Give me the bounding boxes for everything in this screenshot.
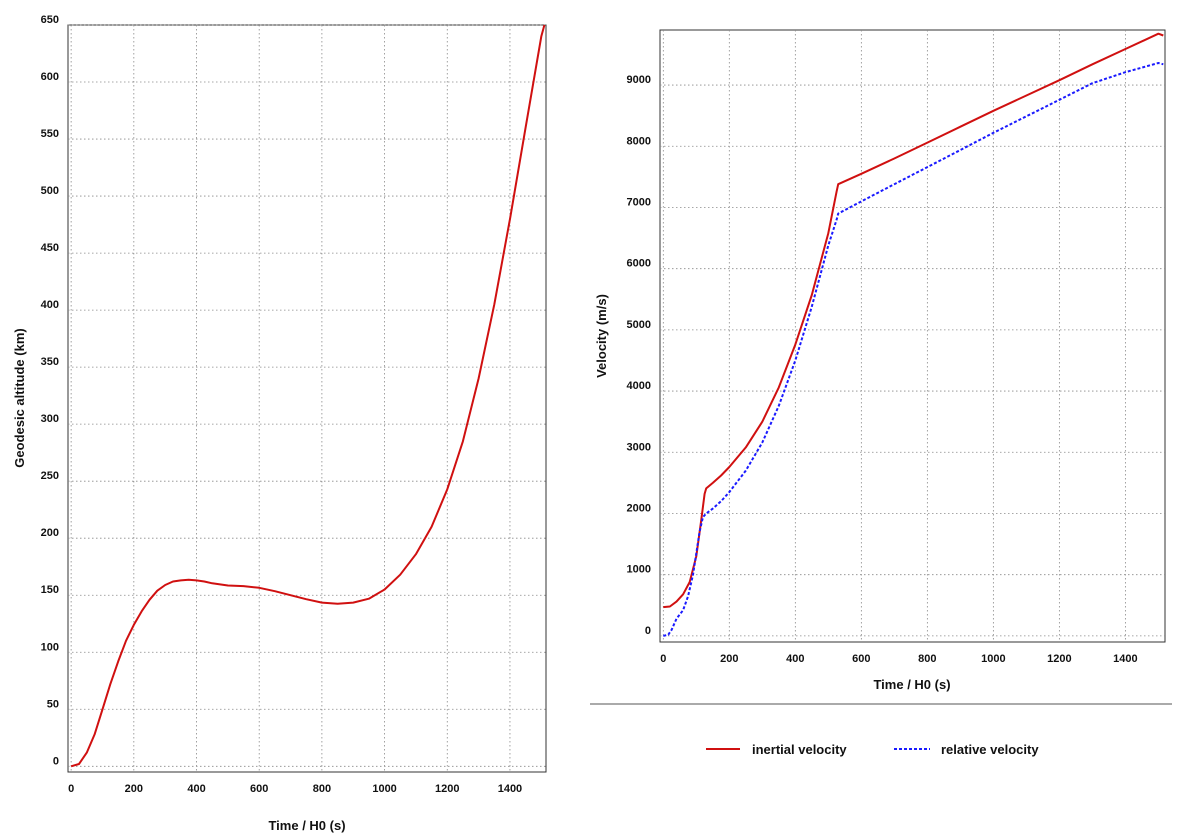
velocity-tick-labels: 0 200 400 600 800 1000 1200 1400 0 1000 2000 3000 40… <box>627 74 1138 665</box>
velocity-plot-frame <box>659 29 1166 643</box>
legend-label-relative-velocity: relative velocity <box>941 742 1039 757</box>
altitude-x-tick-400: 400 <box>187 783 205 795</box>
altitude-x-tick-1200: 1200 <box>435 783 459 795</box>
legend-item-inertial-velocity: inertial velocity <box>706 742 847 757</box>
altitude-y-tick-200: 200 <box>41 527 59 539</box>
velocity-x-tick-600: 600 <box>852 653 870 665</box>
altitude-x-tick-200: 200 <box>125 783 143 795</box>
velocity-x-tick-0: 0 <box>660 653 666 665</box>
velocity-y-tick-9000: 9000 <box>627 74 651 86</box>
altitude-chart: 0 200 400 600 800 1000 1200 1400 0 50 100 150 200 250… <box>12 14 547 833</box>
altitude-tick-labels: 0 200 400 600 800 1000 1200 1400 0 50 100 150 200 250… <box>41 14 523 795</box>
altitude-x-tick-800: 800 <box>313 783 331 795</box>
altitude-y-tick-50: 50 <box>47 698 59 710</box>
altitude-x-tick-600: 600 <box>250 783 268 795</box>
velocity-x-tick-1400: 1400 <box>1113 653 1137 665</box>
velocity-y-tick-4000: 4000 <box>627 380 651 392</box>
velocity-series-line-inertial-velocity <box>663 32 1164 609</box>
altitude-y-tick-600: 600 <box>41 71 59 83</box>
altitude-y-tick-650: 650 <box>41 14 59 26</box>
velocity-x-tick-1000: 1000 <box>981 653 1005 665</box>
altitude-y-tick-300: 300 <box>41 413 59 425</box>
velocity-y-tick-8000: 8000 <box>627 135 651 147</box>
velocity-y-tick-2000: 2000 <box>627 502 651 514</box>
altitude-y-tick-350: 350 <box>41 356 59 368</box>
altitude-series <box>70 24 546 768</box>
velocity-series <box>663 32 1164 637</box>
altitude-y-axis-title: Geodesic altitude (km) <box>12 328 27 467</box>
velocity-x-tick-400: 400 <box>786 653 804 665</box>
altitude-x-axis-title: Time / H0 (s) <box>268 818 345 833</box>
altitude-y-tick-100: 100 <box>41 641 59 653</box>
velocity-y-tick-1000: 1000 <box>627 564 651 576</box>
velocity-x-tick-1200: 1200 <box>1047 653 1071 665</box>
altitude-x-tick-1000: 1000 <box>372 783 396 795</box>
altitude-y-tick-450: 450 <box>41 242 59 254</box>
altitude-series-line-0 <box>70 24 546 768</box>
altitude-y-tick-150: 150 <box>41 584 59 596</box>
velocity-y-tick-5000: 5000 <box>627 319 651 331</box>
velocity-y-tick-0: 0 <box>645 625 651 637</box>
legend-item-relative-velocity: relative velocity <box>894 742 1039 757</box>
altitude-x-tick-1400: 1400 <box>498 783 522 795</box>
velocity-y-tick-7000: 7000 <box>627 196 651 208</box>
altitude-x-tick-0: 0 <box>68 783 74 795</box>
velocity-series-line-relative-velocity <box>663 62 1164 637</box>
altitude-y-tick-550: 550 <box>41 128 59 140</box>
velocity-x-axis-title: Time / H0 (s) <box>873 677 950 692</box>
velocity-y-tick-6000: 6000 <box>627 258 651 270</box>
legend: inertial velocity relative velocity <box>706 742 1039 757</box>
velocity-chart: 0 200 400 600 800 1000 1200 1400 0 1000 2000 3000 40… <box>590 29 1172 757</box>
velocity-x-tick-200: 200 <box>720 653 738 665</box>
velocity-x-tick-800: 800 <box>918 653 936 665</box>
altitude-y-tick-250: 250 <box>41 470 59 482</box>
altitude-y-tick-500: 500 <box>41 185 59 197</box>
altitude-y-tick-400: 400 <box>41 299 59 311</box>
altitude-grid <box>68 24 546 772</box>
velocity-y-tick-3000: 3000 <box>627 441 651 453</box>
altitude-plot-frame <box>67 24 547 773</box>
legend-label-inertial-velocity: inertial velocity <box>752 742 847 757</box>
velocity-grid <box>660 30 1165 642</box>
altitude-y-tick-0: 0 <box>53 755 59 767</box>
velocity-y-axis-title: Velocity (m/s) <box>594 294 609 378</box>
